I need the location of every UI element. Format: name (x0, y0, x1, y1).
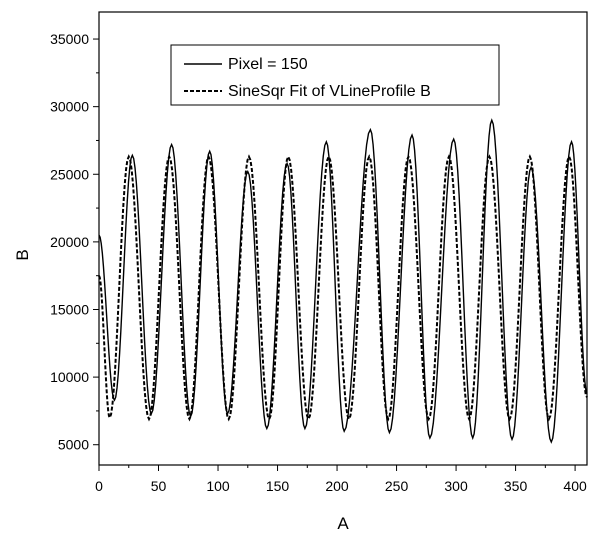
plot-area-border (98, 11, 588, 466)
x-tick-label: 200 (325, 478, 349, 494)
legend-label-series-1: Pixel = 150 (228, 56, 308, 73)
y-tick-label: 25000 (50, 166, 89, 182)
x-axis-ticks: 0 50 100 150 200 250 300 350 400 (95, 465, 587, 494)
x-axis-label: A (337, 514, 349, 533)
y-axis-label: B (13, 249, 32, 260)
x-tick-label: 400 (563, 478, 587, 494)
series-lines (98, 118, 588, 444)
legend: Pixel = 150 SineSqr Fit of VLineProfile … (170, 44, 500, 106)
y-tick-label: 10000 (50, 369, 89, 385)
x-tick-label: 350 (504, 478, 528, 494)
series-line-1 (98, 118, 588, 444)
legend-label-series-2: SineSqr Fit of VLineProfile B (228, 83, 431, 100)
x-tick-label: 50 (151, 478, 167, 494)
y-tick-label: 15000 (50, 301, 89, 317)
y-tick-label: 35000 (50, 31, 89, 47)
y-tick-label: 20000 (50, 234, 89, 250)
y-tick-label: 5000 (58, 437, 89, 453)
x-tick-label: 300 (444, 478, 468, 494)
y-tick-label: 30000 (50, 99, 89, 115)
legend-box (170, 44, 500, 106)
x-tick-label: 100 (206, 478, 230, 494)
x-tick-label: 150 (266, 478, 290, 494)
series-line-2 (98, 154, 588, 422)
x-tick-label: 0 (95, 478, 103, 494)
y-axis-ticks: 5000 10000 15000 20000 25000 30000 35000 (50, 31, 99, 453)
x-tick-label: 250 (385, 478, 409, 494)
plot-frame (98, 11, 588, 466)
